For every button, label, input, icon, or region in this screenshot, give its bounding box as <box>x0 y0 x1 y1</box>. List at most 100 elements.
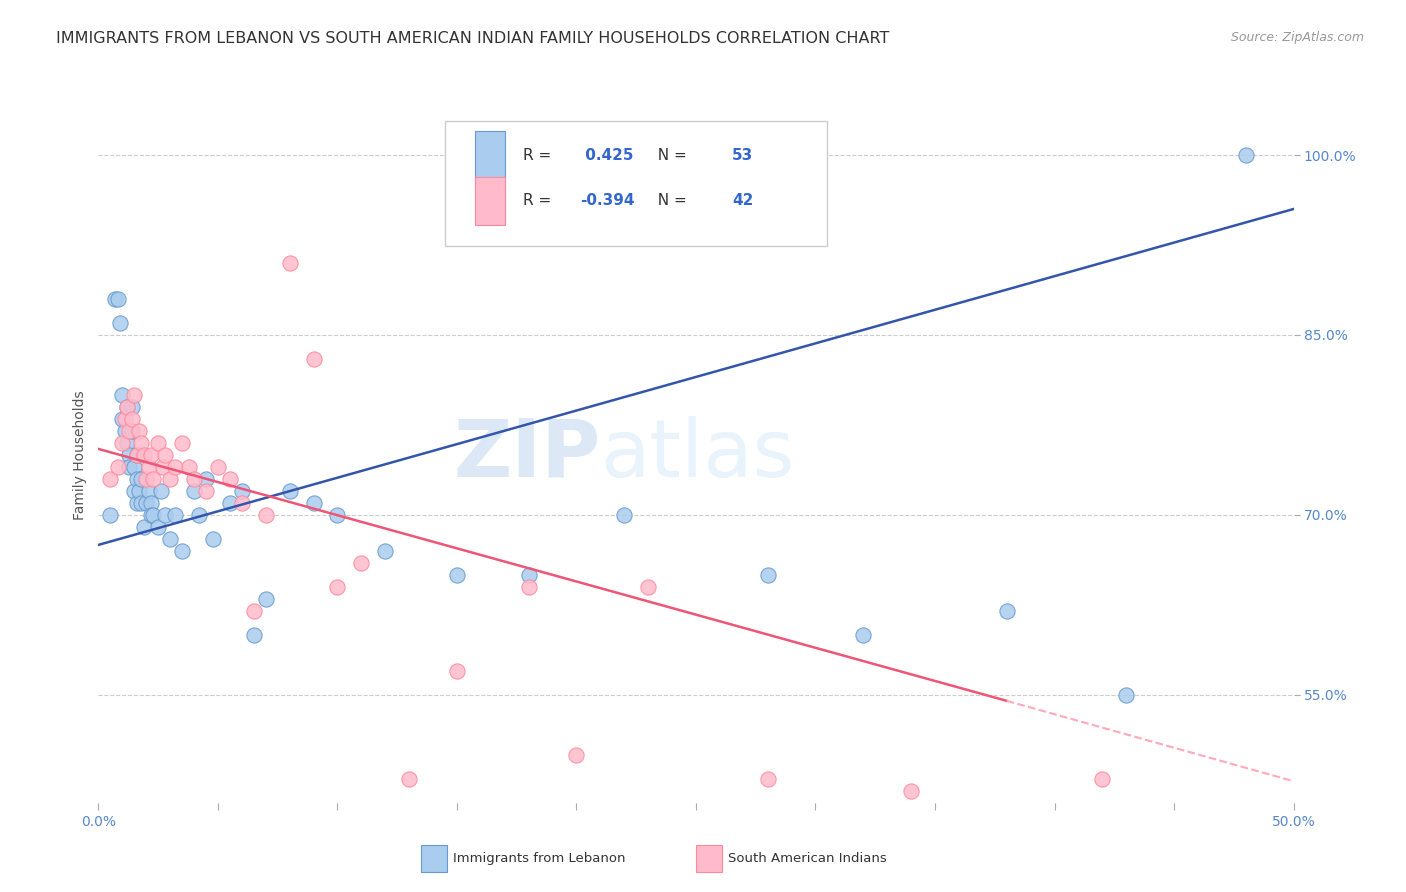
Text: N =: N = <box>648 148 692 163</box>
Point <box>139 448 162 462</box>
Point <box>135 496 157 510</box>
Point <box>163 508 186 522</box>
Point <box>172 436 194 450</box>
Point <box>183 483 205 498</box>
Point <box>148 520 170 534</box>
Point <box>139 508 162 522</box>
Point <box>98 508 122 522</box>
Point <box>326 508 349 522</box>
Point <box>138 483 160 498</box>
Point <box>121 412 143 426</box>
Text: R =: R = <box>523 148 555 163</box>
Point <box>111 412 134 426</box>
Point <box>326 580 349 594</box>
Point <box>219 496 242 510</box>
Point <box>104 292 127 306</box>
Point <box>131 436 153 450</box>
Point <box>125 472 148 486</box>
Point <box>852 628 875 642</box>
Point <box>152 459 174 474</box>
Y-axis label: Family Households: Family Households <box>73 390 87 520</box>
Point <box>131 472 153 486</box>
Point <box>125 496 148 510</box>
Point <box>207 459 229 474</box>
Point <box>179 459 201 474</box>
Point <box>118 459 141 474</box>
Point <box>121 400 143 414</box>
FancyBboxPatch shape <box>444 121 827 246</box>
Point <box>187 508 209 522</box>
Point <box>108 316 131 330</box>
Point <box>254 508 277 522</box>
Text: South American Indians: South American Indians <box>728 852 887 865</box>
Point <box>995 604 1018 618</box>
Point <box>118 448 141 462</box>
Point <box>132 520 155 534</box>
Point <box>125 448 148 462</box>
Point <box>613 508 636 522</box>
Point <box>1091 772 1114 786</box>
Point <box>124 483 146 498</box>
Point <box>900 784 922 798</box>
Point <box>243 628 266 642</box>
Point <box>114 424 136 438</box>
Point <box>115 400 138 414</box>
Text: IMMIGRANTS FROM LEBANON VS SOUTH AMERICAN INDIAN FAMILY HOUSEHOLDS CORRELATION C: IMMIGRANTS FROM LEBANON VS SOUTH AMERICA… <box>56 31 890 46</box>
Bar <box>475 177 505 226</box>
Point <box>637 580 659 594</box>
Point <box>243 604 266 618</box>
Point <box>202 532 225 546</box>
Point <box>135 472 157 486</box>
Point <box>398 772 420 786</box>
Text: N =: N = <box>648 194 692 209</box>
Point <box>139 496 162 510</box>
Point <box>155 448 177 462</box>
Point <box>1234 148 1257 162</box>
Point <box>128 424 150 438</box>
Point <box>219 472 242 486</box>
Point <box>128 483 150 498</box>
Point <box>111 436 134 450</box>
Point <box>163 459 186 474</box>
Point <box>517 580 540 594</box>
Point <box>756 567 779 582</box>
Text: R =: R = <box>523 194 555 209</box>
Point <box>278 256 301 270</box>
Point <box>98 472 122 486</box>
Text: ZIP: ZIP <box>453 416 600 494</box>
Point <box>124 459 146 474</box>
Point <box>1115 688 1137 702</box>
Point <box>138 459 160 474</box>
Point <box>142 508 165 522</box>
Point <box>350 556 373 570</box>
Point <box>302 496 325 510</box>
Point <box>172 544 194 558</box>
Point <box>756 772 779 786</box>
Point <box>107 292 129 306</box>
Point <box>159 472 181 486</box>
Point <box>231 483 253 498</box>
Point <box>125 448 148 462</box>
Point <box>183 472 205 486</box>
Point <box>194 472 218 486</box>
Point <box>124 388 146 402</box>
Point <box>231 496 253 510</box>
Bar <box>475 131 505 180</box>
Point <box>107 459 129 474</box>
Text: atlas: atlas <box>600 416 794 494</box>
Point <box>142 472 165 486</box>
Point <box>278 483 301 498</box>
Point <box>148 436 170 450</box>
Point <box>194 483 218 498</box>
Point <box>446 567 468 582</box>
Point <box>254 591 277 606</box>
Text: -0.394: -0.394 <box>581 194 634 209</box>
Text: Source: ZipAtlas.com: Source: ZipAtlas.com <box>1230 31 1364 45</box>
Bar <box>422 845 447 872</box>
Point <box>115 436 138 450</box>
Point <box>118 424 141 438</box>
Text: 42: 42 <box>733 194 754 209</box>
Point <box>517 567 540 582</box>
Point <box>114 412 136 426</box>
Point <box>149 483 172 498</box>
